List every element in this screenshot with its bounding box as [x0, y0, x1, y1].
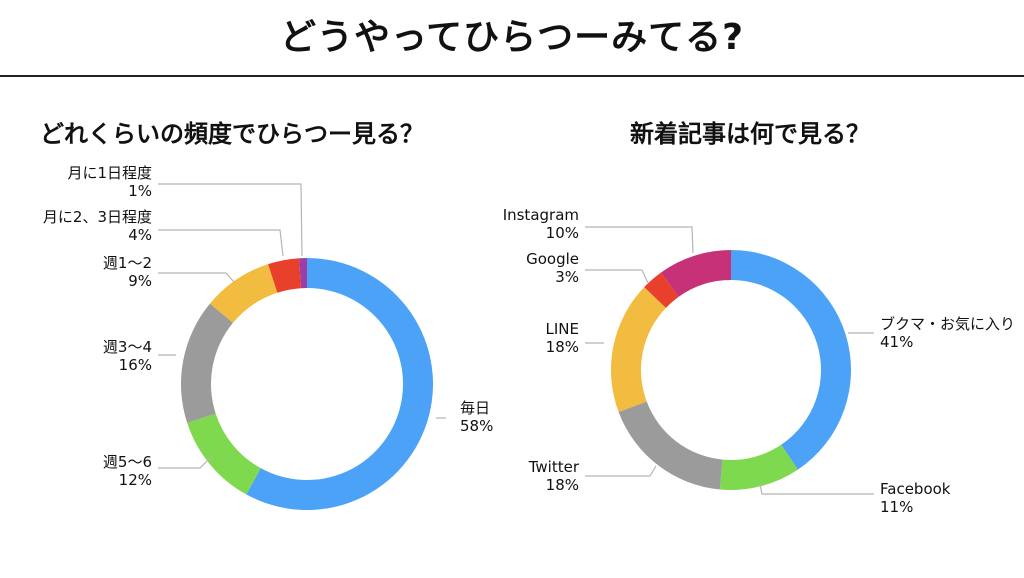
value-label-source-5: 10%	[546, 224, 579, 242]
category-label-source-1: Facebook	[880, 480, 951, 498]
category-label-freq-2: 週3〜4	[103, 338, 152, 356]
slice-freq-2	[181, 303, 234, 423]
value-label-freq-0: 58%	[460, 417, 493, 435]
value-label-freq-1: 12%	[119, 471, 152, 489]
category-label-source-4: Google	[526, 250, 579, 268]
value-label-source-1: 11%	[880, 498, 913, 516]
slice-source-0	[731, 250, 851, 470]
leader-line-source-5	[585, 226, 694, 254]
value-label-source-4: 3%	[555, 268, 579, 286]
leader-line-freq-3	[158, 272, 235, 283]
value-label-source-3: 18%	[546, 338, 579, 356]
slice-source-4	[644, 272, 679, 308]
category-label-source-5: Instagram	[503, 206, 579, 224]
category-label-freq-0: 毎日	[460, 399, 490, 417]
value-label-freq-2: 16%	[119, 356, 152, 374]
category-label-freq-4: 月に2、3日程度	[43, 208, 152, 226]
category-label-source-0: ブクマ・お気に入り	[880, 315, 1015, 333]
category-label-freq-5: 月に1日程度	[67, 164, 152, 182]
value-label-source-2: 18%	[546, 476, 579, 494]
slice-source-2	[618, 401, 723, 490]
chart-title-new-articles: 新着記事は何で見る？	[630, 120, 870, 148]
leader-line-source-1	[759, 483, 874, 495]
chart-title-frequency: どれくらいの頻度でひらつー見る？	[40, 120, 424, 148]
slice-freq-5	[299, 258, 307, 289]
category-label-source-3: LINE	[546, 320, 579, 338]
slice-freq-0	[246, 258, 433, 510]
page-title: どうやってひらつーみてる?	[279, 17, 745, 58]
leader-line-freq-1	[158, 455, 213, 469]
category-label-freq-1: 週5〜6	[103, 453, 152, 471]
value-label-freq-4: 4%	[128, 226, 152, 244]
category-label-freq-3: 週1〜2	[103, 254, 152, 272]
leader-line-source-4	[585, 269, 649, 284]
slice-source-3	[611, 287, 666, 413]
donut-source: ブクマ・お気に入り41%Facebook11%Twitter18%LINE18%…	[503, 206, 1015, 516]
leader-line-freq-4	[158, 229, 284, 257]
value-label-freq-5: 1%	[128, 182, 152, 200]
leader-line-source-2	[585, 465, 657, 477]
slice-source-1	[719, 444, 798, 490]
value-label-source-0: 41%	[880, 333, 913, 351]
value-label-freq-3: 9%	[128, 272, 152, 290]
slice-source-5	[661, 250, 731, 297]
leader-line-freq-5	[158, 183, 303, 257]
slice-freq-4	[268, 258, 301, 293]
title-divider	[0, 75, 1024, 77]
slice-freq-1	[187, 413, 261, 495]
category-label-source-2: Twitter	[528, 458, 580, 476]
slice-freq-3	[209, 264, 278, 323]
